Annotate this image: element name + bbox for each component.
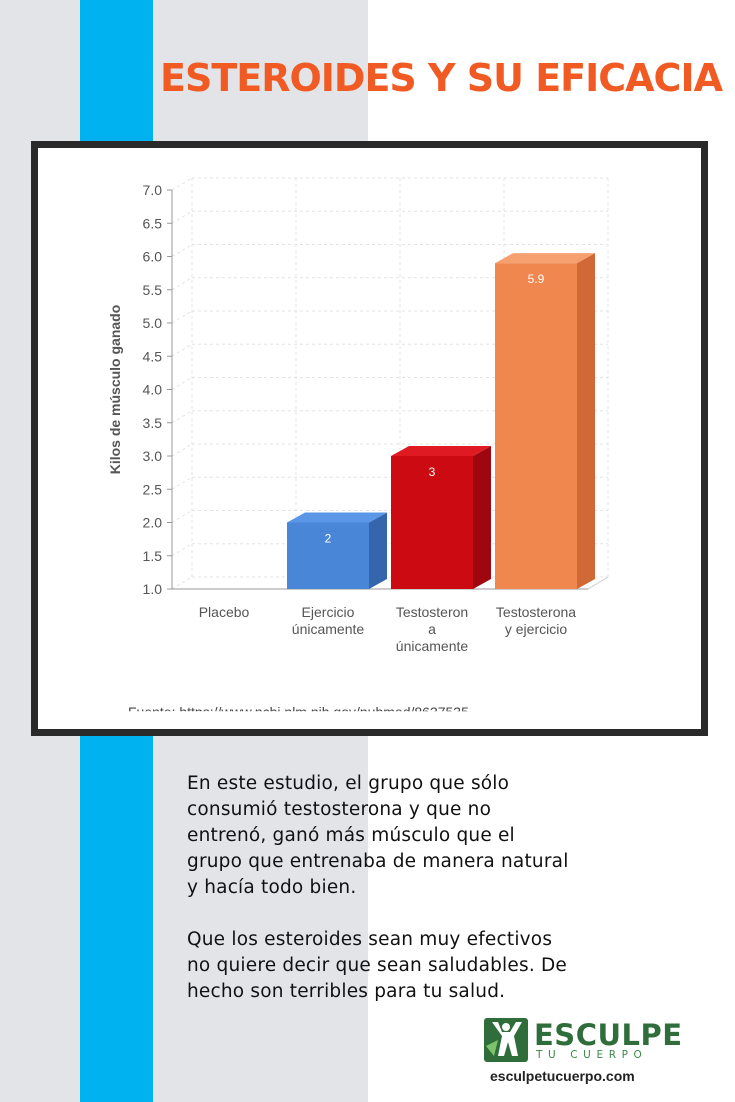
bar-side — [473, 446, 491, 589]
x-category-label: Ejercicio — [302, 604, 355, 620]
grid-depth-line — [171, 476, 193, 490]
bar-data-label: 2 — [325, 532, 332, 546]
bar-top — [391, 446, 491, 456]
y-tick-label: 2.5 — [143, 481, 163, 497]
grid-depth-line — [171, 310, 193, 324]
bar — [391, 456, 473, 589]
paragraph-warning: Que los esteroides sean muy efectivos no… — [187, 929, 568, 1002]
grid-depth-line — [171, 343, 193, 357]
y-tick-label: 3.5 — [143, 415, 163, 431]
bar-chart: 1.0 1.5 2.0 2.5 3.0 3.5 4.0 4.5 5.0 5.5 6.0 6.5 7.0 K… — [38, 177, 701, 662]
grid-depth-line — [171, 277, 193, 291]
bodybuilder-icon — [484, 1018, 528, 1062]
y-tick-label: 4.0 — [143, 382, 163, 398]
x-category-label: únicamente — [396, 638, 469, 654]
chart-source: Fuente: https://www.ncbi.nlm.nih.gov/pub… — [128, 704, 469, 720]
brand-logo: ESCULPE TU CUERPO — [484, 1016, 684, 1068]
y-tick-label: 1.0 — [143, 581, 163, 597]
y-tick-label: 5.5 — [143, 282, 163, 298]
bar-side — [577, 253, 595, 589]
bar-data-label: 3 — [429, 465, 436, 479]
y-tick-label: 1.5 — [143, 548, 163, 564]
grid-depth-line — [171, 543, 193, 557]
bar — [287, 522, 369, 589]
x-category-label: Testosteron — [396, 604, 468, 620]
grid-depth-line — [171, 443, 193, 457]
bar — [495, 263, 577, 589]
y-tick-label: 7.0 — [143, 182, 163, 198]
x-axis-depth-line — [587, 576, 609, 590]
paragraph-study: En este estudio, el grupo que sólo consu… — [187, 773, 569, 898]
grid-depth-line — [171, 510, 193, 523]
x-category-label: a — [428, 621, 436, 637]
y-tick-label: 4.5 — [143, 348, 163, 364]
y-tick-label: 2.0 — [143, 515, 163, 531]
bar-top — [495, 253, 595, 264]
y-tick-label: 6.0 — [143, 249, 163, 265]
y-axis-title: Kilos de músculo ganado — [107, 305, 123, 475]
site-url: esculpetucuerpo.com — [490, 1068, 635, 1084]
x-category-label: Placebo — [199, 604, 250, 620]
bar-top — [287, 512, 387, 523]
grid-depth-line — [171, 210, 193, 224]
bar-data-label: 5.9 — [528, 272, 545, 286]
grid-depth-line — [171, 377, 193, 390]
y-tick-label: 6.5 — [143, 215, 163, 231]
y-tick-label: 5.0 — [143, 315, 163, 331]
x-category-label: y ejercicio — [505, 621, 567, 637]
y-tick-label: 3.0 — [143, 448, 163, 464]
x-category-label: únicamente — [292, 621, 365, 637]
logo-tagline: TU CUERPO — [536, 1049, 648, 1061]
page-title: ESTEROIDES Y SU EFICACIA — [160, 56, 723, 100]
bar-side — [369, 512, 387, 589]
chart-frame: 1.0 1.5 2.0 2.5 3.0 3.5 4.0 4.5 5.0 5.5 6.0 6.5 7.0 K… — [31, 141, 708, 736]
label-clip — [38, 652, 701, 662]
logo-wordmark: ESCULPE — [534, 1018, 683, 1052]
grid-depth-line — [171, 410, 193, 424]
grid-depth-line — [171, 576, 193, 590]
x-category-label: Testosterona — [496, 604, 576, 620]
grid-depth-line — [171, 244, 193, 257]
grid-depth-line — [171, 177, 193, 191]
